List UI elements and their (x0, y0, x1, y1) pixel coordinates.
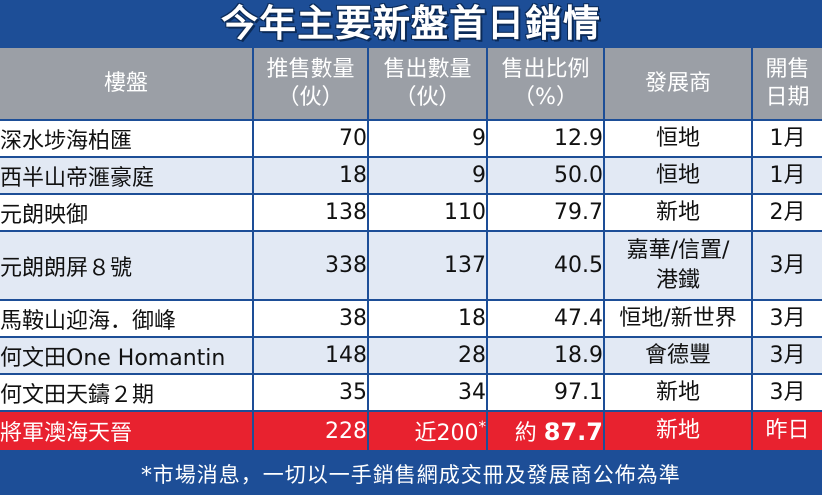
table-row: 元朗朗屏８號 338 137 40.5 嘉華/信置/港鐵 3月 (0, 231, 822, 301)
cell-developer: 恒地 (604, 120, 753, 158)
cell-date: 2月 (752, 194, 822, 232)
cell-property: 西半山帝滙豪庭 (0, 157, 254, 195)
header-date: 開售 日期 (752, 48, 822, 121)
cell-developer: 新地 (604, 194, 753, 232)
cell-sold: 34 (368, 374, 488, 412)
cell-offered: 18 (253, 157, 369, 195)
highlight-row: 將軍澳海天晉 228 近200* 約 87.7 新地 昨日 (0, 411, 822, 452)
sales-table: 樓盤 推售數量 （伙） 售出數量 （伙） 售出比例 （%） 發展商 開售 日期 深水埗海… (0, 48, 822, 452)
cell-developer: 恒地/新世界 (604, 300, 753, 338)
page-title: 今年主要新盤首日銷情 (221, 2, 601, 45)
cell-date: 1月 (752, 120, 822, 158)
cell-developer: 新地 (604, 411, 753, 452)
cell-offered: 148 (253, 337, 369, 375)
header-developer: 發展商 (604, 48, 753, 121)
cell-property: 何文田One Homantin (0, 337, 254, 375)
cell-sold: 18 (368, 300, 488, 338)
cell-sold: 110 (368, 194, 488, 232)
cell-ratio: 40.5 (487, 231, 605, 301)
cell-date: 3月 (752, 231, 822, 301)
cell-ratio: 97.1 (487, 374, 605, 412)
cell-ratio: 50.0 (487, 157, 605, 195)
cell-sold: 28 (368, 337, 488, 375)
footnote: *市場消息，一切以一手銷售網成交冊及發展商公佈為準 (0, 452, 822, 495)
table-row: 深水埗海柏匯 70 9 12.9 恒地 1月 (0, 120, 822, 158)
cell-property: 將軍澳海天晉 (0, 411, 254, 452)
header-offered: 推售數量 （伙） (253, 48, 369, 121)
cell-property: 元朗映御 (0, 194, 254, 232)
header-sold: 售出數量 （伙） (368, 48, 488, 121)
cell-offered: 138 (253, 194, 369, 232)
header-ratio: 售出比例 （%） (487, 48, 605, 121)
cell-offered: 70 (253, 120, 369, 158)
cell-date: 3月 (752, 337, 822, 375)
cell-property: 馬鞍山迎海．御峰 (0, 300, 254, 338)
header-property: 樓盤 (0, 48, 254, 121)
cell-ratio: 47.4 (487, 300, 605, 338)
cell-offered: 228 (253, 411, 369, 452)
cell-date: 3月 (752, 374, 822, 412)
cell-property: 深水埗海柏匯 (0, 120, 254, 158)
cell-sold: 9 (368, 120, 488, 158)
title-bar: 今年主要新盤首日銷情 (0, 0, 822, 48)
header-row: 樓盤 推售數量 （伙） 售出數量 （伙） 售出比例 （%） 發展商 開售 日期 (0, 48, 822, 121)
cell-developer: 恒地 (604, 157, 753, 195)
cell-date: 昨日 (752, 411, 822, 452)
cell-developer: 新地 (604, 374, 753, 412)
cell-developer: 嘉華/信置/港鐵 (604, 231, 753, 301)
cell-ratio: 12.9 (487, 120, 605, 158)
cell-ratio: 18.9 (487, 337, 605, 375)
cell-ratio: 約 87.7 (487, 411, 605, 452)
cell-offered: 38 (253, 300, 369, 338)
cell-ratio: 79.7 (487, 194, 605, 232)
cell-sold: 9 (368, 157, 488, 195)
cell-date: 1月 (752, 157, 822, 195)
cell-offered: 338 (253, 231, 369, 301)
cell-date: 3月 (752, 300, 822, 338)
table-row: 何文田天鑄２期 35 34 97.1 新地 3月 (0, 374, 822, 412)
cell-sold: 137 (368, 231, 488, 301)
table-row: 馬鞍山迎海．御峰 38 18 47.4 恒地/新世界 3月 (0, 300, 822, 338)
cell-property: 何文田天鑄２期 (0, 374, 254, 412)
cell-sold: 近200* (368, 411, 488, 452)
table-row: 元朗映御 138 110 79.7 新地 2月 (0, 194, 822, 232)
cell-developer: 會德豐 (604, 337, 753, 375)
cell-offered: 35 (253, 374, 369, 412)
table-row: 何文田One Homantin 148 28 18.9 會德豐 3月 (0, 337, 822, 375)
cell-property: 元朗朗屏８號 (0, 231, 254, 301)
table-row: 西半山帝滙豪庭 18 9 50.0 恒地 1月 (0, 157, 822, 195)
